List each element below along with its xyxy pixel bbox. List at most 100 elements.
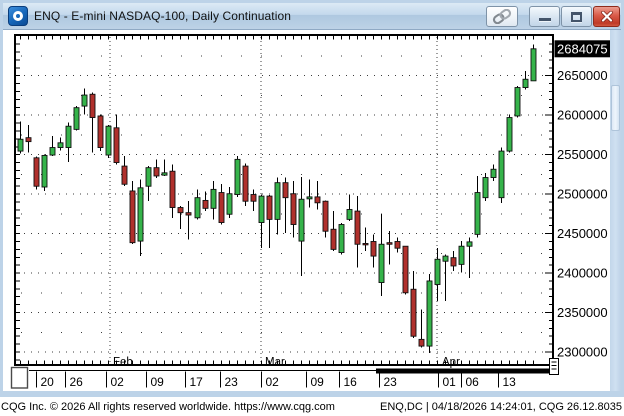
cqg-logo-icon	[8, 6, 28, 26]
candle	[330, 228, 337, 250]
candle	[89, 93, 96, 118]
candle	[33, 157, 40, 187]
date-tick-label: 23	[225, 375, 239, 389]
vertical-scrollbar-thumb[interactable]	[611, 85, 620, 131]
scrollbar-grip[interactable]	[549, 358, 559, 375]
date-tick-label: 09	[311, 375, 325, 389]
price-tick-label: 2350000	[557, 305, 608, 320]
candle	[105, 125, 112, 156]
candle	[57, 142, 64, 148]
titlebar[interactable]: ENQ - E-mini NASDAQ-100, Daily Continuat…	[3, 3, 621, 30]
candle	[322, 200, 329, 232]
candle	[274, 182, 281, 220]
candle	[314, 196, 321, 204]
chain-link-icon	[492, 9, 512, 24]
candle	[137, 187, 144, 242]
candle	[242, 165, 249, 202]
date-tick-label: 26	[70, 375, 84, 389]
date-tick-label: 20	[41, 375, 55, 389]
candle	[530, 48, 537, 82]
status-session-info: ENQ,DC | 04/18/2026 14:24:01, CQG 26.12.…	[380, 400, 622, 413]
close-button[interactable]	[593, 6, 620, 27]
chart-window: ENQ - E-mini NASDAQ-100, Daily Continuat…	[0, 0, 624, 397]
candle	[169, 170, 176, 208]
time-axis: 20 26 02 09 17 23 02 09 16 23 01 06 13	[10, 358, 559, 389]
current-price-label: 2684075	[557, 41, 608, 56]
date-tick-label: 23	[384, 375, 398, 389]
candle	[402, 245, 409, 294]
candle	[338, 224, 345, 253]
link-button[interactable]	[486, 6, 518, 27]
candle	[218, 192, 225, 223]
date-tick-label: 01	[443, 375, 457, 389]
candle	[506, 117, 513, 152]
status-copyright: CQG Inc. © 2026 All rights reserved worl…	[1, 400, 335, 413]
close-icon	[600, 11, 613, 22]
candle	[81, 94, 88, 107]
candle	[514, 87, 521, 117]
candle	[450, 257, 457, 267]
candle	[362, 243, 369, 246]
candle	[466, 241, 473, 247]
candle	[394, 241, 401, 249]
price-tick-label: 2450000	[557, 226, 608, 241]
candle	[49, 147, 56, 156]
status-bar: CQG Inc. © 2026 All rights reserved worl…	[0, 397, 624, 416]
candle	[426, 280, 433, 347]
candle	[266, 195, 273, 220]
price-tick-label: 2550000	[557, 147, 608, 162]
chart-root: Feb Mar Apr 2650000 2600000 2550000 2500000 245…	[10, 34, 610, 389]
date-tick-label: 16	[344, 375, 358, 389]
cqg-logo-ring	[13, 11, 23, 21]
price-tick-label: 2500000	[557, 187, 608, 202]
candle	[194, 197, 201, 219]
plot-frame	[14, 34, 554, 366]
candle	[161, 172, 168, 176]
minimize-button[interactable]	[529, 6, 560, 27]
maximize-icon	[571, 11, 582, 22]
candle	[410, 288, 417, 337]
price-tick-label: 2300000	[557, 345, 608, 360]
candle	[346, 209, 353, 220]
candle	[17, 138, 24, 152]
axis-ticks	[15, 36, 552, 364]
maximize-button[interactable]	[561, 6, 592, 27]
candle	[97, 115, 104, 148]
candle	[113, 127, 120, 163]
time-axis-handle[interactable]	[10, 366, 29, 389]
price-tick-label: 2600000	[557, 108, 608, 123]
candle	[210, 188, 217, 209]
candle	[226, 193, 233, 215]
time-scrollbar[interactable]	[376, 368, 551, 374]
candle	[482, 177, 489, 199]
vertical-scrollbar[interactable]	[610, 30, 621, 391]
candle	[354, 210, 361, 245]
candle	[490, 168, 497, 178]
candle	[442, 255, 449, 262]
candle	[378, 243, 385, 283]
month-labels: Feb Mar Apr	[113, 357, 460, 369]
candle	[129, 190, 136, 244]
minimize-icon	[538, 18, 551, 21]
candle	[177, 207, 184, 214]
candle	[306, 196, 313, 200]
candle	[145, 167, 152, 187]
candle	[41, 154, 48, 188]
candle	[370, 241, 377, 257]
window-title: ENQ - E-mini NASDAQ-100, Daily Continuat…	[34, 9, 292, 23]
candle	[434, 258, 441, 285]
date-tick-label: 02	[266, 375, 280, 389]
price-axis: 2650000 2600000 2550000 2500000 2450000 24000…	[554, 40, 610, 360]
candle	[185, 212, 192, 216]
candlestick-chart[interactable]: Feb Mar Apr 2650000 2600000 2550000 2500000 245…	[3, 30, 610, 391]
candle	[298, 198, 305, 242]
candles	[17, 44, 537, 353]
candle	[153, 167, 160, 177]
candle	[498, 150, 505, 199]
month-label: Apr	[442, 357, 460, 369]
candle	[202, 199, 209, 209]
candle	[25, 137, 32, 143]
date-tick-label: 06	[466, 375, 480, 389]
candle	[282, 182, 289, 199]
